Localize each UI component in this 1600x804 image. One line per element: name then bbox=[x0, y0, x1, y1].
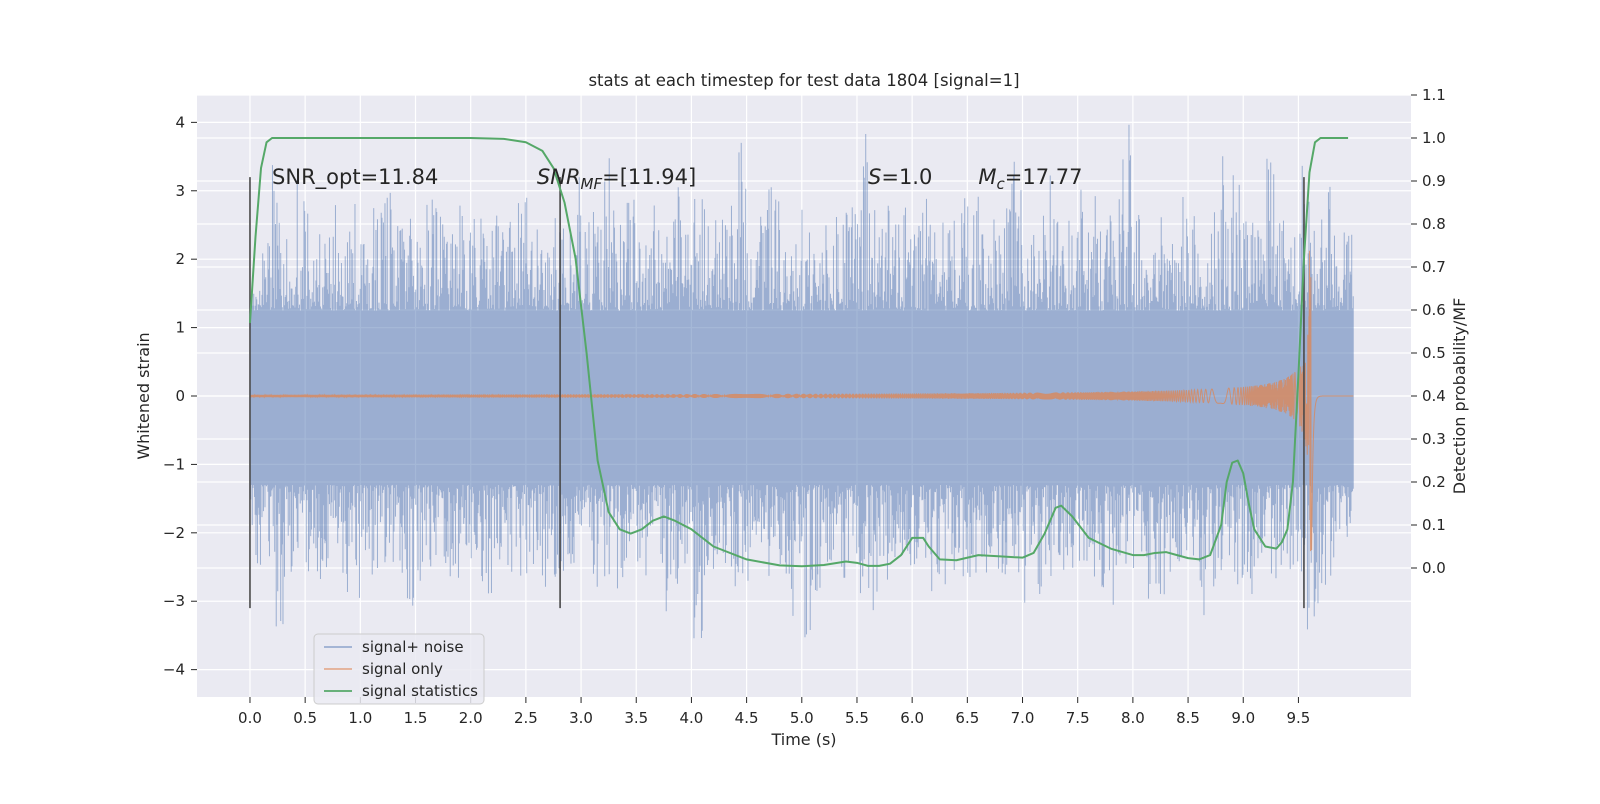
y-right-tick-label: 0.1 bbox=[1422, 516, 1446, 534]
y-right-tick-label: 1.0 bbox=[1422, 129, 1446, 147]
annotation-value: =[11.94] bbox=[602, 165, 696, 189]
x-tick-label: 1.0 bbox=[348, 709, 372, 727]
x-axis-label: Time (s) bbox=[770, 730, 836, 749]
tick-labels: 0.0 0.5 1.0 1.5 2.0 2.5 3.0 3.5 4.0 4.5 5.0 5.5 6.0 6… bbox=[163, 86, 1446, 727]
annotation-text: S=1.0 bbox=[868, 165, 932, 189]
y-right-tick-label: 0.3 bbox=[1422, 430, 1446, 448]
x-tick-label: 0.5 bbox=[293, 709, 317, 727]
x-tick-label: 9.5 bbox=[1286, 709, 1310, 727]
y-right-tick-label: 1.1 bbox=[1422, 86, 1446, 104]
x-tick-label: 5.5 bbox=[845, 709, 869, 727]
annotations: SNR_opt=11.84 SNRMF=[11.94] S=1.0 Mc=17.77 bbox=[272, 165, 1082, 193]
x-tick-label: 7.0 bbox=[1011, 709, 1035, 727]
x-tick-label: 2.0 bbox=[459, 709, 483, 727]
legend: signal+ noise signal only signal statistic… bbox=[313, 633, 485, 705]
y-right-tick-label: 0.6 bbox=[1422, 301, 1446, 319]
y-axis-label: Whitened strain bbox=[134, 332, 153, 459]
y-right-tick-label: 0.7 bbox=[1422, 258, 1446, 276]
chart-title: stats at each timestep for test data 180… bbox=[588, 71, 1019, 90]
x-tick-label: 9.0 bbox=[1231, 709, 1255, 727]
y-tick-label: −4 bbox=[163, 661, 185, 679]
x-tick-label: 1.5 bbox=[404, 709, 428, 727]
legend-label: signal+ noise bbox=[362, 638, 464, 656]
y-tick-label: 0 bbox=[175, 387, 185, 405]
legend-label: signal only bbox=[362, 660, 443, 678]
x-tick-label: 3.5 bbox=[624, 709, 648, 727]
signal-trace bbox=[249, 250, 1354, 552]
y-right-tick-label: 0.9 bbox=[1422, 172, 1446, 190]
y-right-tick-label: 0.2 bbox=[1422, 473, 1446, 491]
annotation-text: Mc=17.77 bbox=[978, 165, 1082, 193]
x-tick-label: 5.0 bbox=[790, 709, 814, 727]
legend-box bbox=[313, 633, 485, 705]
annotation-symbol: SNR bbox=[537, 165, 581, 189]
x-tick-label: 3.0 bbox=[569, 709, 593, 727]
y-tick-label: −2 bbox=[163, 524, 185, 542]
y-right-tick-label: 0.5 bbox=[1422, 344, 1446, 362]
x-tick-label: 6.5 bbox=[955, 709, 979, 727]
annotation-text: SNR_opt=11.84 bbox=[272, 165, 438, 190]
x-tick-label: 6.0 bbox=[900, 709, 924, 727]
annotation-symbol: M bbox=[978, 165, 996, 189]
x-tick-label: 8.5 bbox=[1176, 709, 1200, 727]
y-axis-right-label: Detection probability/MF bbox=[1450, 298, 1469, 495]
series-signal-statistics bbox=[248, 137, 1349, 568]
y-tick-label: 3 bbox=[175, 182, 185, 200]
y-right-tick-label: 0.0 bbox=[1422, 559, 1446, 577]
x-tick-label: 0.0 bbox=[238, 709, 262, 727]
legend-label: signal statistics bbox=[362, 682, 478, 700]
y-tick-label: −1 bbox=[163, 455, 185, 473]
annotation-value: =17.77 bbox=[1005, 165, 1083, 189]
y-tick-label: −3 bbox=[163, 592, 185, 610]
annotation-text: SNRMF=[11.94] bbox=[537, 165, 696, 193]
x-tick-label: 8.0 bbox=[1121, 709, 1145, 727]
annotation-symbol: S bbox=[868, 165, 881, 189]
x-tick-label: 4.5 bbox=[735, 709, 759, 727]
y-right-tick-label: 0.8 bbox=[1422, 215, 1446, 233]
x-tick-label: 2.5 bbox=[514, 709, 538, 727]
annotation-subscript: c bbox=[996, 175, 1005, 193]
series-signal-only bbox=[249, 250, 1354, 552]
y-tick-label: 4 bbox=[175, 113, 185, 131]
y-tick-label: 2 bbox=[175, 250, 185, 268]
statistics-trace bbox=[248, 137, 1349, 568]
annotation-value: =1.0 bbox=[881, 165, 932, 189]
annotation-subscript: MF bbox=[581, 175, 603, 193]
y-right-tick-label: 0.4 bbox=[1422, 387, 1446, 405]
x-tick-label: 7.5 bbox=[1066, 709, 1090, 727]
y-tick-label: 1 bbox=[175, 319, 185, 337]
x-tick-label: 4.0 bbox=[679, 709, 703, 727]
